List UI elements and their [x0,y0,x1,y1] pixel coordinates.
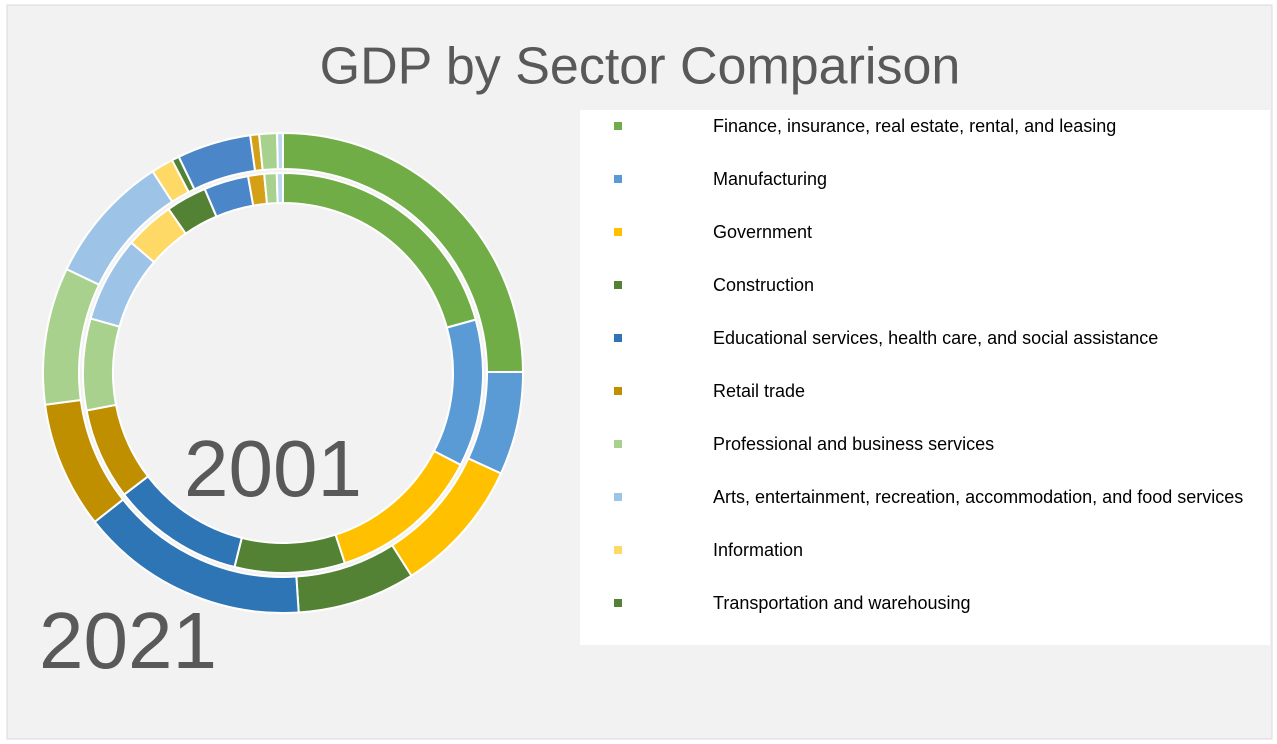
legend-swatch [614,493,622,501]
legend-swatch [614,599,622,607]
legend-label: Professional and business services [713,434,995,454]
series-label: 2021 [39,596,217,685]
legend-item: Finance, insurance, real estate, rental,… [614,115,1250,137]
legend-label: Arts, entertainment, recreation, accommo… [713,487,1244,507]
legend-swatch [614,228,622,236]
legend-item: Information [614,539,1250,561]
legend-item: Government [614,221,1250,243]
legend-item: Professional and business services [614,433,1250,455]
legend-item: Construction [614,274,1250,296]
series-label: 2001 [184,424,362,513]
legend-swatch [614,122,622,130]
doughnut-segment [257,132,279,172]
legend-label: Educational services, health care, and s… [713,328,1159,348]
legend-item: Transportation and warehousing [614,592,1250,614]
doughnut-segment [82,317,121,412]
doughnut-segment [263,172,279,205]
legend-label: Retail trade [713,381,806,401]
legend-label: Construction [713,275,815,295]
chart-title: GDP by Sector Comparison [320,38,961,96]
doughnut-segment [275,131,284,171]
legend-swatch [614,546,622,554]
legend-item: Retail trade [614,380,1250,402]
legend-item: Educational services, health care, and s… [614,327,1250,349]
legend-label: Finance, insurance, real estate, rental,… [713,116,1117,136]
doughnut-segment [275,171,284,205]
legend-label: Government [713,222,813,242]
legend-swatch [614,440,622,448]
legend-label: Information [713,540,804,560]
legend-swatch [614,334,622,342]
legend-label: Transportation and warehousing [713,593,971,613]
legend-swatch [614,281,622,289]
legend-swatch [614,387,622,395]
legend-label: Manufacturing [713,169,828,189]
legend-item: Manufacturing [614,168,1250,190]
legend-item: Arts, entertainment, recreation, accommo… [614,486,1250,508]
legend: Finance, insurance, real estate, rental,… [580,110,1270,645]
legend-swatch [614,175,622,183]
